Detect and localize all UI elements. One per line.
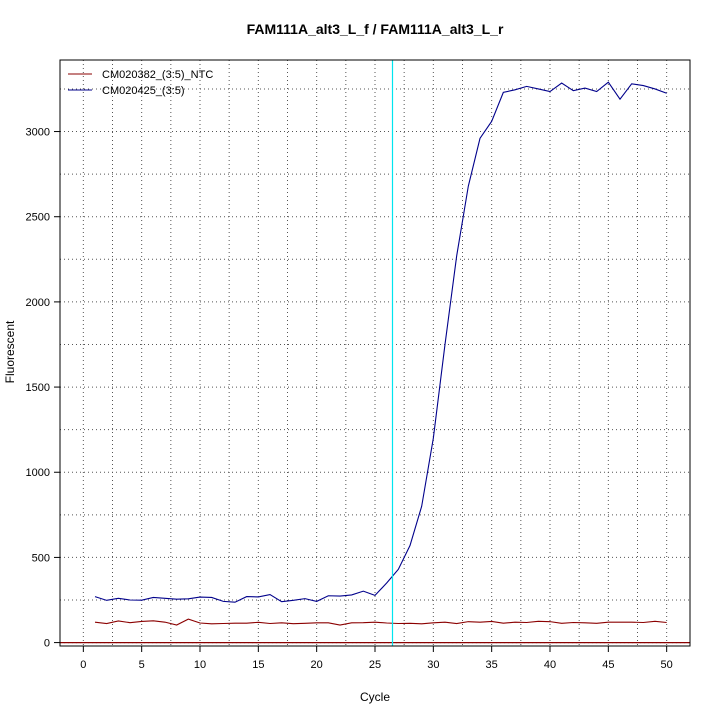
- legend-label-0: CM020382_(3:5)_NTC: [102, 69, 213, 81]
- y-tick-label: 2000: [26, 297, 50, 309]
- y-tick-label: 1000: [26, 467, 50, 479]
- axis-layer: 0 5 10 15 20 25 30 35 40 45 5005001000150020002500…: [26, 127, 673, 671]
- legend: CM020382_(3:5)_NTC CM020425_(3:5): [68, 69, 213, 97]
- x-tick-label: 20: [311, 659, 323, 671]
- y-tick-label: 0: [44, 638, 50, 650]
- x-axis-label: Cycle: [360, 690, 390, 704]
- x-tick-label: 35: [486, 659, 498, 671]
- x-tick-label: 50: [661, 659, 673, 671]
- series-layer: [94, 81, 667, 626]
- grid-layer: [60, 60, 690, 646]
- series-line-1: [94, 81, 667, 603]
- x-tick-label: 10: [194, 659, 206, 671]
- series-line-0: [94, 618, 667, 626]
- y-tick-label: 500: [32, 552, 50, 564]
- x-tick-label: 45: [602, 659, 614, 671]
- chart-title: FAM111A_alt3_L_f / FAM111A_alt3_L_r: [247, 21, 504, 37]
- legend-label-1: CM020425_(3:5): [102, 85, 185, 97]
- x-tick-label: 40: [544, 659, 556, 671]
- y-tick-label: 1500: [26, 382, 50, 394]
- y-tick-label: 2500: [26, 212, 50, 224]
- y-tick-label: 3000: [26, 127, 50, 139]
- x-tick-label: 0: [80, 659, 86, 671]
- y-axis-label: Fluorescent: [3, 320, 17, 383]
- x-tick-label: 15: [252, 659, 264, 671]
- x-tick-label: 30: [427, 659, 439, 671]
- reference-lines-layer: [60, 60, 690, 646]
- x-tick-label: 25: [369, 659, 381, 671]
- x-tick-label: 5: [139, 659, 145, 671]
